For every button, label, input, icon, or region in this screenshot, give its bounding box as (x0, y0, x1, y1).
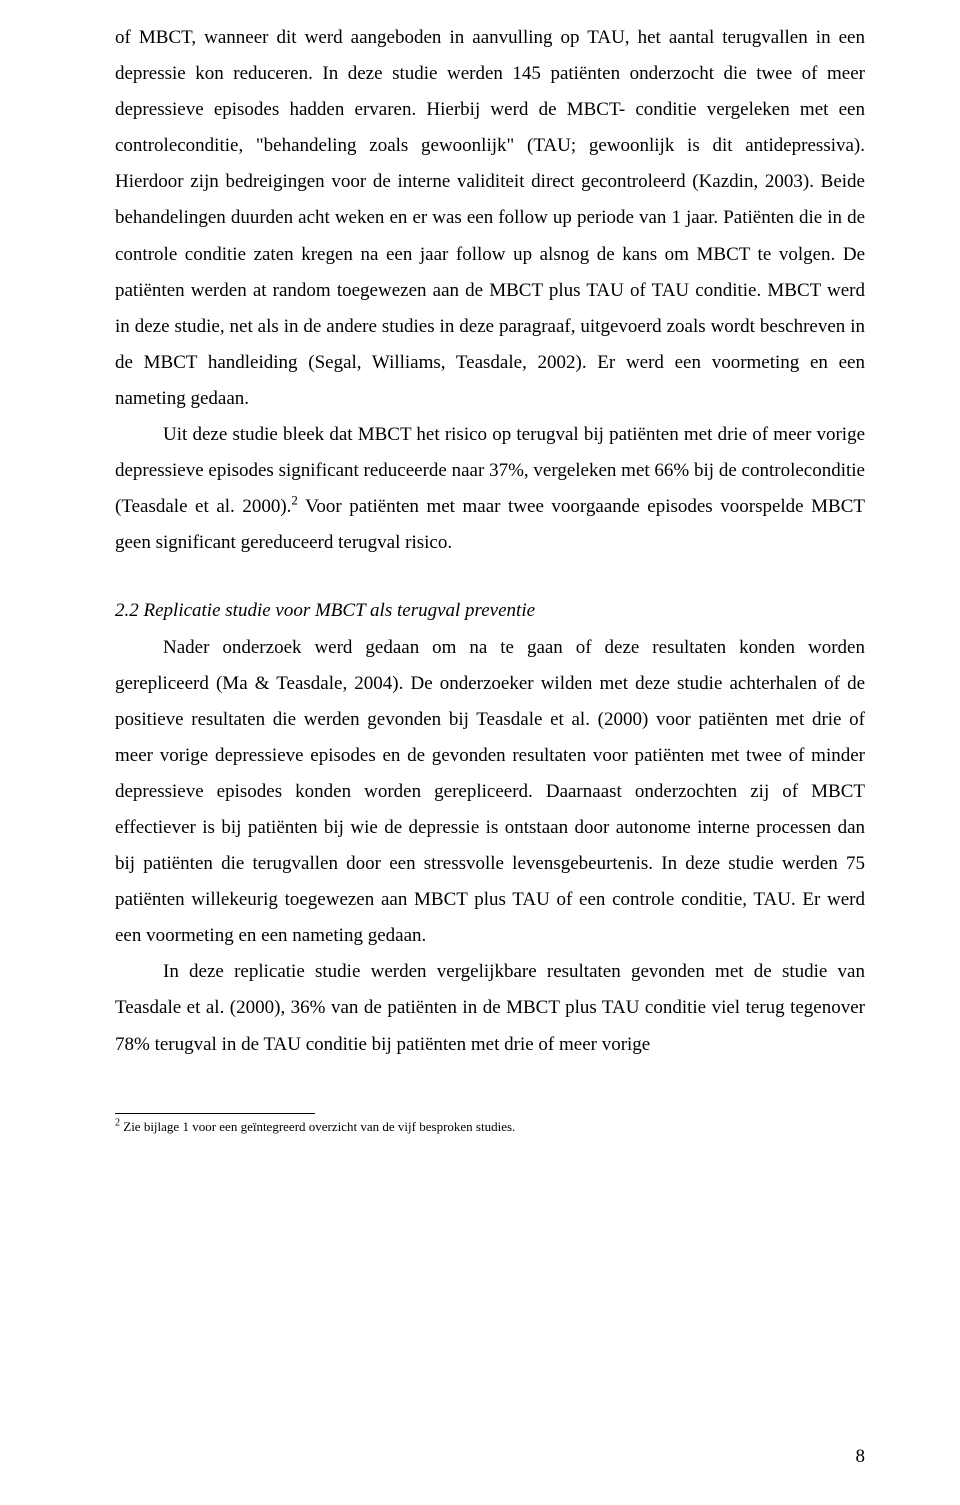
page-number: 8 (856, 1439, 866, 1475)
footnote-text: 2 Zie bijlage 1 voor een geïntegreerd ov… (115, 1118, 865, 1136)
footnote-separator (115, 1113, 315, 1114)
footnote-content: Zie bijlage 1 voor een geïntegreerd over… (120, 1119, 515, 1134)
body-paragraph-2: Uit deze studie bleek dat MBCT het risic… (115, 417, 865, 561)
section-heading: 2.2 Replicatie studie voor MBCT als teru… (115, 593, 865, 629)
body-paragraph-3: Nader onderzoek werd gedaan om na te gaa… (115, 630, 865, 955)
body-paragraph-4: In deze replicatie studie werden vergeli… (115, 954, 865, 1062)
body-paragraph-1: of MBCT, wanneer dit werd aangeboden in … (115, 20, 865, 417)
